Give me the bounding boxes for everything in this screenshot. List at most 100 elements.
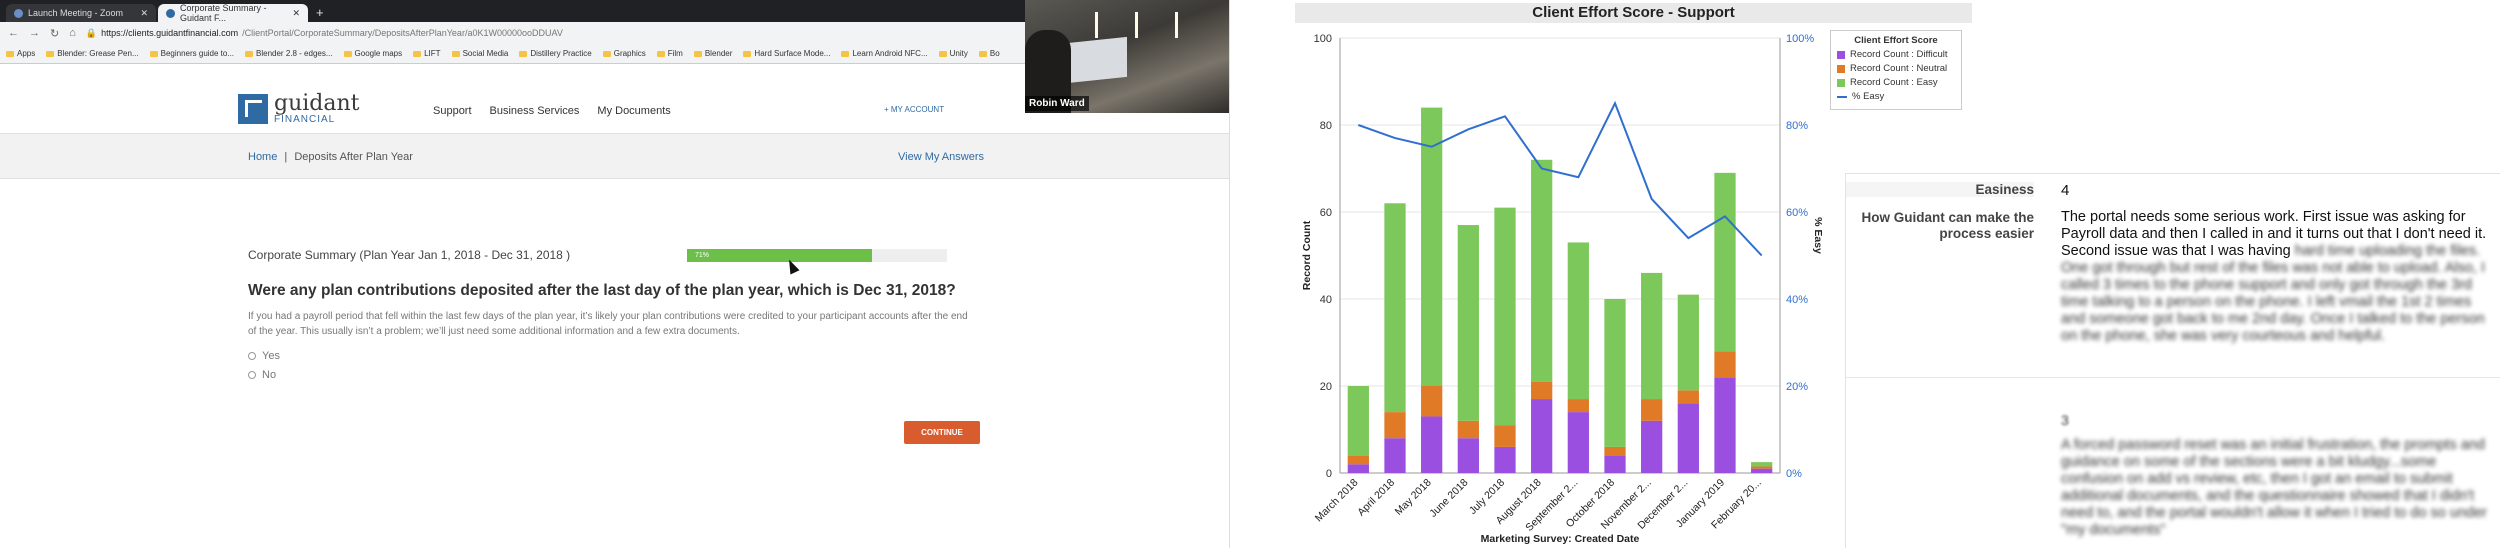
line-pct-easy	[1357, 100, 1763, 257]
nav-business-services[interactable]: Business Services	[489, 105, 580, 117]
option-yes[interactable]: Yes	[248, 350, 280, 362]
bar-neutral	[1604, 446, 1626, 456]
bookmark-label: Beginners guide to...	[160, 49, 235, 58]
bookmark-item[interactable]: Hard Surface Mode...	[743, 49, 830, 58]
option-yes-label: Yes	[262, 350, 280, 362]
bar-neutral	[1494, 425, 1516, 447]
bookmark-label: Blender: Grease Pen...	[57, 49, 139, 58]
guidant-logo[interactable]: guidant FINANCIAL	[238, 93, 360, 125]
url-field[interactable]: 🔒 https://clients.guidantfinancial.com/C…	[86, 28, 563, 39]
bookmark-item[interactable]: Film	[656, 49, 683, 58]
url-host: https://clients.guidantfinancial.com	[101, 28, 239, 38]
x-tick-label: June 2018	[1427, 477, 1470, 520]
legend-item-neutral: Record Count : Neutral	[1837, 63, 1961, 74]
close-tab-icon[interactable]: ✕	[140, 7, 148, 18]
y-tick-label: 60	[1320, 207, 1332, 219]
nav-my-documents[interactable]: My Documents	[597, 105, 671, 117]
option-no[interactable]: No	[248, 369, 276, 381]
bar-easy	[1604, 299, 1626, 447]
row-divider	[1846, 377, 2500, 378]
bookmark-item[interactable]: Google maps	[343, 49, 402, 58]
chart-title: Client Effort Score - Support	[1295, 3, 1972, 23]
bookmark-item[interactable]: Bo	[978, 49, 1000, 58]
bar-neutral	[1677, 390, 1699, 404]
breadcrumb-bar: Home | Deposits After Plan Year View My …	[0, 133, 1229, 179]
bookmark-label: Learn Android NFC...	[852, 49, 928, 58]
feedback-response-2: A forced password reset was an initial f…	[2061, 437, 2487, 538]
bookmark-label: Unity	[949, 49, 968, 58]
apps-icon	[6, 50, 14, 57]
breadcrumb: Home | Deposits After Plan Year	[248, 151, 413, 163]
bookmark-item[interactable]: Blender	[693, 49, 733, 58]
bar-easy	[1457, 225, 1479, 421]
y-tick-label: 100	[1314, 33, 1332, 45]
bookmark-item[interactable]: Distillery Practice	[519, 49, 592, 58]
feedback-response-1: The portal needs some serious work. Firs…	[2061, 209, 2491, 345]
bar-difficult	[1641, 420, 1663, 473]
logo-sub: FINANCIAL	[274, 114, 336, 125]
question-explanation: If you had a payroll period that fell wi…	[248, 311, 968, 337]
bookmark-item[interactable]: Beginners guide to...	[149, 49, 235, 58]
folder-icon	[938, 50, 947, 57]
new-tab-button[interactable]: +	[316, 5, 324, 20]
bookmark-item[interactable]: Graphics	[602, 49, 646, 58]
video-thumbnail[interactable]	[1025, 0, 1229, 113]
bar-easy	[1714, 172, 1736, 352]
nav-support[interactable]: Support	[433, 105, 472, 117]
bookmark-item[interactable]: Learn Android NFC...	[841, 49, 928, 58]
main-nav: Support Business Services My Documents	[433, 105, 671, 117]
my-account-link[interactable]: + MY ACCOUNT	[884, 105, 945, 114]
bookmark-item[interactable]: Social Media	[451, 49, 509, 58]
browser-window: Launch Meeting - Zoom ✕ Corporate Summar…	[0, 0, 1230, 548]
breadcrumb-home-link[interactable]: Home	[248, 151, 278, 163]
bar-easy	[1677, 294, 1699, 391]
tab-corporate-summary[interactable]: Corporate Summary - Guidant F... ✕	[158, 3, 308, 23]
bar-neutral	[1641, 399, 1663, 421]
folder-icon	[519, 50, 528, 57]
easiness-value: 4	[2061, 182, 2070, 199]
bookmark-label: Social Media	[462, 49, 509, 58]
bar-difficult	[1384, 438, 1406, 473]
radio-no[interactable]	[248, 371, 256, 379]
bookmark-label: Hard Surface Mode...	[754, 49, 831, 58]
bar-difficult	[1604, 455, 1626, 473]
y-tick-label: 40	[1320, 294, 1332, 306]
tab-label: Corporate Summary - Guidant F...	[180, 3, 267, 23]
progress-bar: 71%	[687, 249, 947, 262]
bookmark-label: Blender	[704, 49, 733, 58]
bar-neutral	[1714, 351, 1736, 378]
y-tick-label: 0	[1326, 468, 1332, 480]
y2-tick-label: 60%	[1786, 207, 1808, 219]
bar-easy	[1384, 203, 1406, 413]
back-icon[interactable]: ←	[8, 27, 19, 39]
progress-fill: 71%	[687, 249, 872, 262]
bar-easy	[1421, 107, 1443, 386]
home-icon[interactable]: ⌂	[69, 27, 76, 39]
radio-yes[interactable]	[248, 352, 256, 360]
bookmark-item[interactable]: Apps	[6, 49, 35, 58]
bookmark-item[interactable]: LIFT	[413, 49, 441, 58]
close-tab-icon[interactable]: ✕	[292, 7, 300, 18]
bar-neutral	[1457, 420, 1479, 439]
bar-easy	[1347, 386, 1369, 456]
reload-icon[interactable]: ↻	[50, 27, 60, 40]
bookmark-item[interactable]: Blender: Grease Pen...	[46, 49, 139, 58]
bookmark-item[interactable]: Unity	[938, 49, 968, 58]
y2-tick-label: 40%	[1786, 294, 1808, 306]
bar-easy	[1494, 207, 1516, 426]
participant-name: Robin Ward	[1025, 96, 1089, 111]
y-tick-label: 80	[1320, 120, 1332, 132]
lock-icon: 🔒	[85, 27, 98, 38]
forward-icon[interactable]: →	[29, 27, 40, 39]
y2-axis-label: % Easy	[1812, 217, 1824, 254]
bar-easy	[1751, 462, 1773, 467]
folder-icon	[656, 50, 665, 57]
continue-button[interactable]: CONTINUE	[904, 421, 980, 444]
bar-difficult	[1457, 438, 1479, 473]
bar-difficult	[1677, 403, 1699, 473]
view-my-answers-link[interactable]: View My Answers	[898, 151, 984, 163]
tab-zoom[interactable]: Launch Meeting - Zoom ✕	[6, 4, 156, 22]
folder-icon	[602, 50, 611, 57]
bookmark-item[interactable]: Blender 2.8 - edges...	[245, 49, 333, 58]
